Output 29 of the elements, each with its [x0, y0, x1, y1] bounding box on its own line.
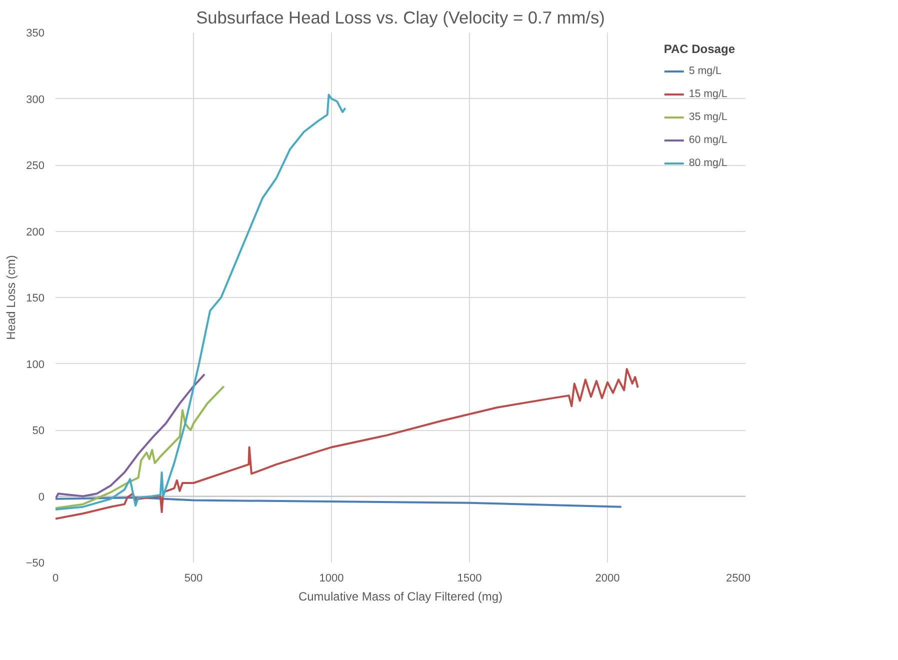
legend-title: PAC Dosage	[664, 42, 735, 56]
x-tick-label: 0	[52, 572, 59, 584]
legend-label: 80 mg/L	[688, 157, 728, 169]
line-series	[56, 496, 622, 508]
y-axis-title: Head Loss (cm)	[4, 255, 18, 340]
y-tick-label: 250	[26, 160, 45, 172]
y-tick-label: 150	[26, 292, 45, 304]
line-series	[56, 373, 206, 500]
x-axis-title: Cumulative Mass of Clay Filtered (mg)	[298, 590, 503, 604]
x-tick-label: 1000	[319, 572, 344, 584]
line-series	[56, 94, 346, 510]
line-series	[56, 368, 639, 520]
legend-label: 35 mg/L	[688, 111, 728, 123]
y-tick-label: 300	[26, 94, 45, 106]
y-tick-label: 200	[26, 226, 45, 238]
legend-label: 60 mg/L	[688, 134, 728, 146]
line-series	[56, 385, 225, 510]
y-tick-label: 350	[26, 28, 45, 40]
legend-label: 5 mg/L	[688, 65, 722, 77]
x-tick-label: 1500	[457, 572, 482, 584]
x-tick-label: 500	[184, 572, 203, 584]
x-tick-label: 2000	[595, 572, 620, 584]
y-tick-label: 0	[38, 491, 45, 504]
legend-label: 15 mg/L	[688, 88, 728, 100]
x-tick-label: 2500	[726, 572, 751, 584]
y-tick-label: 100	[26, 358, 45, 371]
y-tick-label: 50	[32, 425, 45, 437]
y-tick-label: −50	[26, 558, 45, 570]
chart-title: Subsurface Head Loss vs. Clay (Velocity = 0.7 mm/s)	[196, 8, 605, 28]
